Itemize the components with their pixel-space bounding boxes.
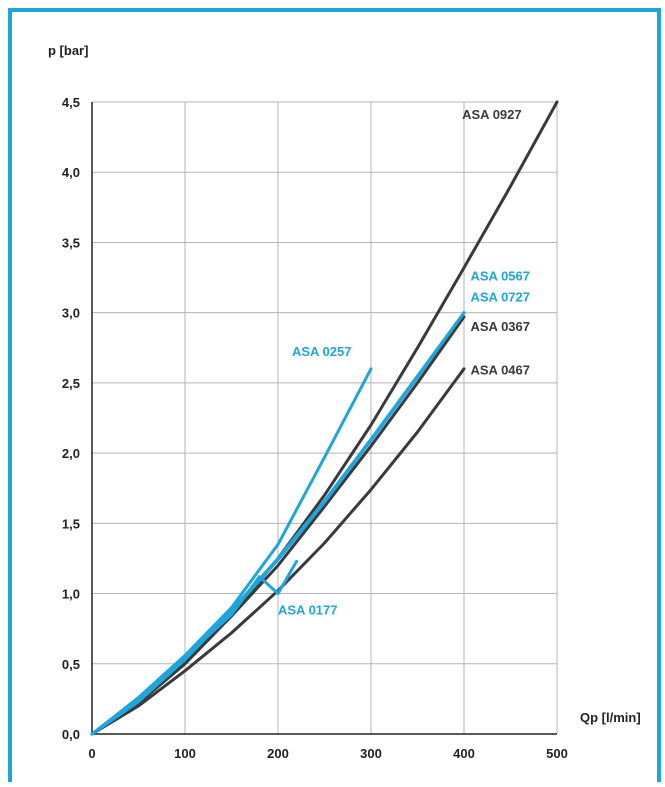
y-tick-label-3: 1,5 <box>62 516 80 531</box>
series-label-asa-0727: ASA 0727 <box>471 289 531 304</box>
series-label-asa-0927: ASA 0927 <box>462 107 522 122</box>
x-tick-label-3: 300 <box>360 746 382 761</box>
y-tick-label-0: 0,0 <box>62 727 80 742</box>
y-tick-label-8: 4,0 <box>62 165 80 180</box>
y-tick-label-2: 1,0 <box>62 587 80 602</box>
x-axis-label: Qp [l/min] <box>580 710 641 725</box>
x-tick-label-1: 100 <box>174 746 196 761</box>
series-line-asa-0727 <box>90 311 466 736</box>
tick-labels: 0 100 200 300 400 500 0,0 0,5 1,0 1,5 2,0 2,5 3,0 3,5… <box>62 95 568 761</box>
y-tick-label-4: 2,0 <box>62 446 80 461</box>
x-tick-label-2: 200 <box>267 746 289 761</box>
grid <box>91 101 558 735</box>
series-label-asa-0567: ASA 0567 <box>471 268 531 283</box>
chart-frame <box>8 8 661 782</box>
series-labels: ASA 0927 ASA 0567 ASA 0727 ASA 0367 ASA 0257… <box>278 107 530 618</box>
series-label-asa-0257: ASA 0257 <box>292 344 352 359</box>
y-axis-label: p [bar] <box>48 43 88 58</box>
y-tick-label-9: 4,5 <box>62 95 80 110</box>
x-tick-label-4: 400 <box>453 746 475 761</box>
x-tick-label-0: 0 <box>88 746 95 761</box>
series-label-asa-0467: ASA 0467 <box>471 362 531 377</box>
series-lines <box>90 100 559 736</box>
series-line-asa-0927 <box>90 100 559 736</box>
series-line-asa-0177 <box>90 559 299 736</box>
y-tick-label-1: 0,5 <box>62 657 80 672</box>
series-label-asa-0367: ASA 0367 <box>471 319 531 334</box>
series-line-asa-0257 <box>90 367 373 736</box>
y-tick-label-7: 3,5 <box>62 235 80 250</box>
series-label-asa-0177: ASA 0177 <box>278 603 338 618</box>
y-tick-label-6: 3,0 <box>62 306 80 321</box>
x-tick-label-5: 500 <box>546 746 568 761</box>
y-tick-label-5: 2,5 <box>62 376 80 391</box>
